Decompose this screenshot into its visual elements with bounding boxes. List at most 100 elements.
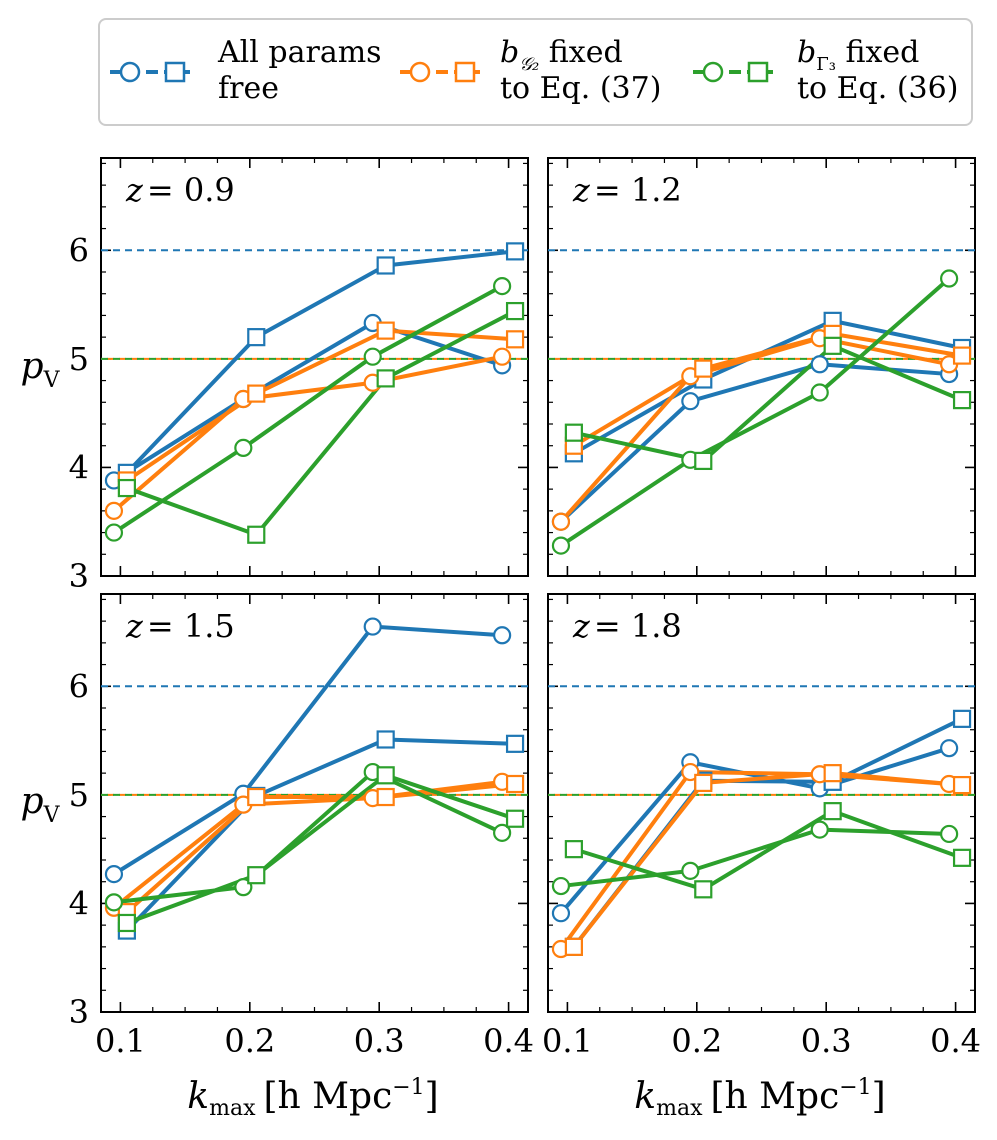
legend-g2-line1: b𝒢₂ fixed xyxy=(500,35,623,75)
panel-data xyxy=(104,242,525,544)
x-tick-label: 0.3 xyxy=(801,1022,852,1060)
panel-title-value: = 1.2 xyxy=(594,171,682,209)
data-point-g3-circle xyxy=(104,893,124,912)
data-point-g2-square xyxy=(564,937,583,956)
data-point-free-circle xyxy=(104,865,124,884)
series-line-g3-square xyxy=(126,773,516,925)
panel-data xyxy=(104,617,525,940)
data-point-g3-circle xyxy=(104,523,124,542)
data-point-g2-square xyxy=(505,330,525,349)
series-line-free-circle xyxy=(112,624,503,876)
data-point-g2-square xyxy=(505,774,525,794)
series-line-g2-circle xyxy=(559,336,950,524)
panel-4: 0.1 0.2 0.3 0.4 z = 1.8 xyxy=(542,593,981,1060)
data-point-free-circle xyxy=(681,392,700,411)
data-point-g3-square xyxy=(117,913,136,933)
x-tick-label: 0.1 xyxy=(95,1022,146,1060)
legend-g2-circle-marker xyxy=(409,61,431,83)
data-point-g2-circle xyxy=(104,501,124,520)
panel-data xyxy=(551,709,972,959)
y-tick-label: 6 xyxy=(69,667,89,705)
data-point-g3-square xyxy=(564,423,583,442)
data-point-free-square xyxy=(376,256,395,275)
data-point-g3-square xyxy=(952,391,972,410)
data-point-g2-square xyxy=(247,787,266,807)
data-point-g3-square xyxy=(117,478,136,498)
legend-g2-symbol: b xyxy=(500,35,519,70)
series-line-g2-circle xyxy=(559,770,950,951)
data-point-g3-square xyxy=(505,301,525,321)
xlabel-left: kmax [h Mpc−1] xyxy=(187,1075,438,1121)
data-point-g3-square xyxy=(247,525,266,544)
data-point-g2-square xyxy=(694,359,713,378)
data-point-g2-square xyxy=(247,384,266,403)
ylabel-bottom: pV xyxy=(21,781,61,828)
panel-title-variable: z xyxy=(125,607,144,645)
x-tick-label: 0.3 xyxy=(354,1022,405,1060)
series-line-g3-circle xyxy=(112,284,504,535)
data-point-g2-square xyxy=(376,321,395,340)
series-line-g2-square xyxy=(125,782,516,914)
y-tick-label: 5 xyxy=(69,776,89,814)
data-point-g3-circle xyxy=(681,861,700,880)
data-point-g3-square xyxy=(952,848,972,867)
y-tick-label: 3 xyxy=(69,557,89,595)
data-point-free-circle xyxy=(810,355,829,374)
data-point-g2-square xyxy=(694,773,713,793)
legend-free-line1: All params xyxy=(217,35,382,70)
legend-g3-square-marker xyxy=(747,61,769,83)
series-line-g2-square xyxy=(572,771,963,949)
data-point-g3-circle xyxy=(551,536,571,555)
series-line-g2-circle xyxy=(112,779,503,910)
series-line-g2-square xyxy=(125,328,516,483)
y-tick-label: 4 xyxy=(69,884,89,922)
legend-g3-line2: to Eq. (36) xyxy=(797,71,958,106)
panel-title-variable: z xyxy=(572,171,591,209)
y-tick-label: 6 xyxy=(69,231,89,269)
data-point-g3-circle xyxy=(493,277,512,296)
legend-free-square-marker xyxy=(164,61,186,83)
data-point-free-circle xyxy=(551,904,571,923)
xlabel-right: kmax [h Mpc−1] xyxy=(634,1075,885,1121)
legend-g3-symbol: b xyxy=(797,35,816,70)
panel-title-variable: z xyxy=(125,171,144,209)
y-tick-label: 5 xyxy=(69,340,89,378)
ylabel-top: pV xyxy=(21,346,61,393)
panel-title-value: = 1.8 xyxy=(594,607,682,645)
data-point-g3-circle xyxy=(810,383,829,402)
data-point-free-circle xyxy=(363,617,382,636)
legend-g3-circle-marker xyxy=(702,61,724,83)
data-point-g3-circle xyxy=(810,820,829,839)
data-point-g3-square xyxy=(247,866,266,885)
series-line-free-square xyxy=(125,249,516,475)
legend-free-line2: free xyxy=(218,71,279,106)
series-line-g3-square xyxy=(126,309,516,537)
series-line-g3-square xyxy=(573,809,963,892)
data-point-g3-square xyxy=(823,802,842,821)
x-tick-label: 0.1 xyxy=(542,1022,593,1060)
y-tick-label: 4 xyxy=(69,448,89,486)
data-point-free-circle xyxy=(940,739,959,758)
data-point-free-circle xyxy=(493,626,512,645)
x-tick-label: 0.4 xyxy=(483,1022,534,1060)
data-point-g3-circle xyxy=(234,438,253,457)
panel-title: z = 0.9 xyxy=(125,171,235,209)
panel-title: z = 1.8 xyxy=(572,607,682,645)
data-point-free-square xyxy=(247,328,266,347)
legend-g2-line2: to Eq. (37) xyxy=(500,71,661,106)
data-point-g2-circle xyxy=(551,512,571,531)
data-point-g3-circle xyxy=(493,823,512,842)
data-point-g2-square xyxy=(823,764,842,783)
panel-title-value: = 0.9 xyxy=(147,171,235,209)
data-point-free-square xyxy=(505,734,525,753)
data-point-g3-square xyxy=(376,766,395,785)
data-point-g3-square xyxy=(694,451,713,471)
x-tick-label: 0.2 xyxy=(671,1022,722,1060)
panel-2: z = 1.2 xyxy=(547,157,976,577)
y-tick-label: 3 xyxy=(69,993,89,1031)
data-point-g3-square xyxy=(823,336,842,355)
series-line-free-circle xyxy=(112,321,503,483)
legend-g3-line1: bΓ₃ fixed xyxy=(797,35,919,75)
